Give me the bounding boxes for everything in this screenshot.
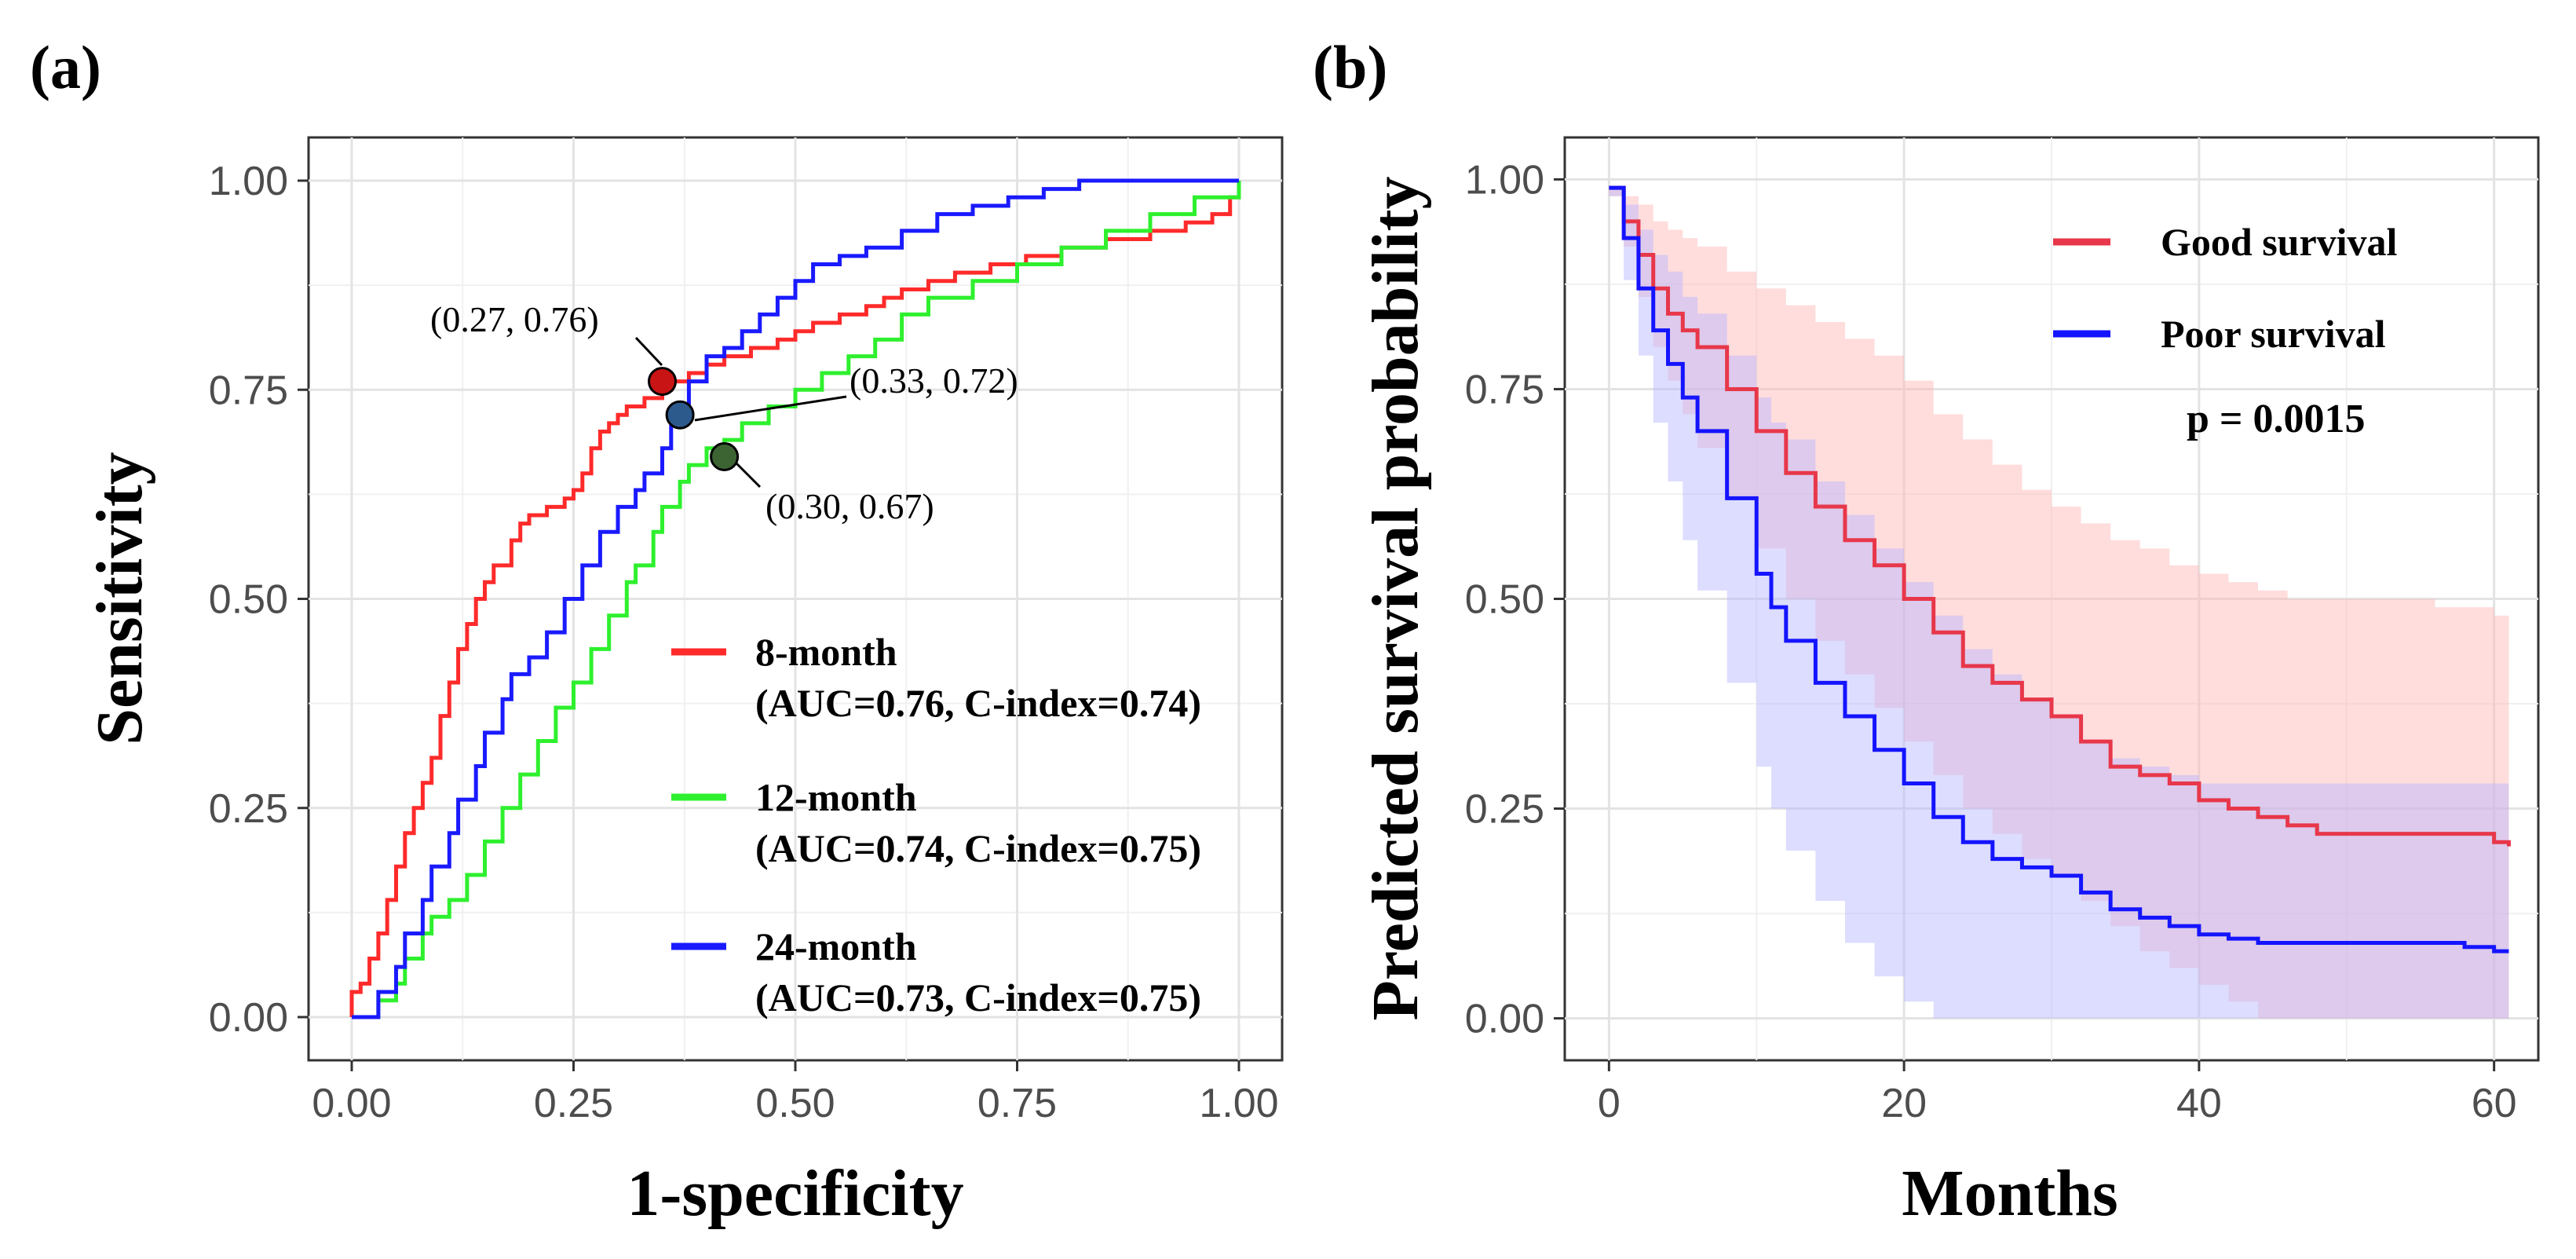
cutoff-point bbox=[648, 367, 677, 397]
y-tick-label: 0.50 bbox=[1465, 577, 1544, 623]
annotation-leader bbox=[634, 336, 663, 367]
annotation-leader bbox=[694, 395, 847, 422]
y-tick-label: 1.00 bbox=[209, 159, 288, 204]
y-tick-label: 0.25 bbox=[1465, 787, 1544, 833]
confidence-band-Good survival bbox=[1609, 188, 2509, 1019]
legend-label-Poor survival: Poor survival bbox=[2161, 312, 2386, 356]
survival-curve-Poor survival bbox=[1609, 185, 2509, 953]
roc-ticks: 0.00 0.00 0.25 0.25 0.50 0.50 0.75 0.75 1.00 1.00 bbox=[209, 159, 1279, 1126]
legend-label-Good survival: Good survival bbox=[2161, 220, 2398, 264]
x-tick-label: 0.00 bbox=[312, 1081, 391, 1126]
roc-chart: 0.00 0.00 0.25 0.25 0.50 0.50 0.75 0.75 1.00 1.00… bbox=[83, 136, 1284, 1230]
legend-metrics-12-month: (AUC=0.74, C-index=0.75) bbox=[755, 826, 1201, 870]
y-tick-label: 0.50 bbox=[209, 577, 288, 623]
x-tick-label: 60 bbox=[2472, 1081, 2517, 1126]
x-tick-label: 0.75 bbox=[977, 1081, 1057, 1126]
x-tick-label: 1.00 bbox=[1199, 1081, 1278, 1126]
legend-label-24-month: 24-month bbox=[755, 924, 917, 968]
x-tick-label: 20 bbox=[1881, 1081, 1927, 1126]
panel-b-label: (b) bbox=[1313, 33, 1387, 101]
x-tick-label: 0 bbox=[1598, 1081, 1621, 1126]
cutoff-point bbox=[710, 441, 740, 471]
legend-metrics-8-month: (AUC=0.76, C-index=0.74) bbox=[755, 681, 1201, 725]
legend-label-12-month: 12-month bbox=[755, 775, 917, 819]
y-tick-label: 0.75 bbox=[1465, 367, 1544, 412]
roc-annotations: (0.27, 0.76) (0.33, 0.72) (0.30, 0.67) bbox=[430, 299, 1018, 526]
cutoff-point-label: (0.33, 0.72) bbox=[850, 360, 1018, 401]
survival-legend: Good survival Poor survival bbox=[2053, 220, 2398, 356]
roc-y-axis-title: Sensitivity bbox=[83, 452, 156, 745]
cutoff-point-label: (0.27, 0.76) bbox=[430, 299, 599, 339]
roc-line-8-month bbox=[349, 181, 1241, 1017]
survival-grid bbox=[1565, 137, 2538, 1060]
y-tick-label: 1.00 bbox=[1465, 157, 1544, 203]
confidence-band-Poor survival bbox=[1609, 188, 2509, 1019]
roc-line-24-month bbox=[352, 178, 1239, 1019]
roc-lines bbox=[349, 178, 1241, 1019]
survival-ticks: 0 20 40 60 0.00 0.25 0.50 0.75 1.00 bbox=[1465, 157, 2517, 1126]
roc-grid bbox=[309, 137, 1282, 1060]
y-tick-label: 0.25 bbox=[209, 786, 288, 832]
y-tick-label: 0.00 bbox=[209, 995, 288, 1041]
p-value-annotation: p = 0.0015 bbox=[2187, 397, 2366, 441]
survival-curve-Good survival bbox=[1609, 185, 2511, 847]
roc-line-12-month bbox=[352, 181, 1241, 1019]
survival-x-axis-title: Months bbox=[1902, 1157, 2117, 1230]
legend-label-8-month: 8-month bbox=[755, 630, 897, 674]
x-tick-label: 0.25 bbox=[534, 1081, 613, 1126]
survival-y-axis-title: Predicted survival probability bbox=[1359, 177, 1432, 1021]
cutoff-point bbox=[665, 400, 695, 430]
cutoff-point-label: (0.30, 0.67) bbox=[765, 486, 934, 526]
x-tick-label: 0.50 bbox=[755, 1081, 835, 1126]
roc-legend: 8-month (AUC=0.76, C-index=0.74) 12-month (… bbox=[671, 630, 1201, 1019]
survival-chart: 0 20 40 60 0.00 0.25 0.50 0.75 1.00 Good surviva… bbox=[1359, 136, 2540, 1230]
annotation-leader bbox=[735, 462, 762, 489]
roc-x-axis-title: 1-specificity bbox=[627, 1157, 963, 1230]
y-tick-label: 0.75 bbox=[209, 368, 288, 413]
panel-a-label: (a) bbox=[30, 33, 101, 101]
survival-confidence-bands bbox=[1609, 188, 2509, 1019]
legend-metrics-24-month: (AUC=0.73, C-index=0.75) bbox=[755, 975, 1201, 1019]
x-tick-label: 40 bbox=[2176, 1081, 2222, 1126]
survival-lines bbox=[1609, 185, 2511, 953]
y-tick-label: 0.00 bbox=[1465, 997, 1544, 1042]
